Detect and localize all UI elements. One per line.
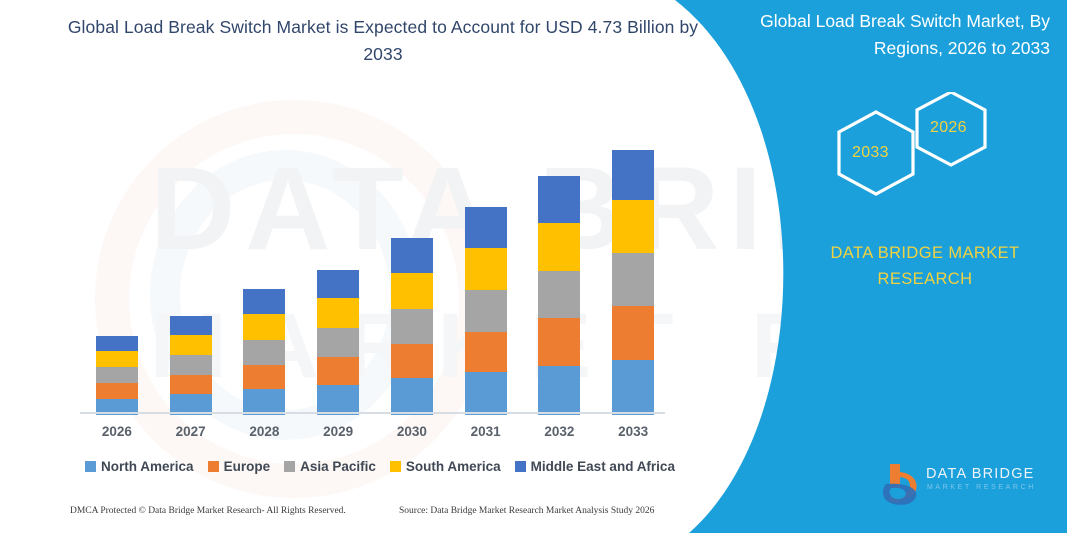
bar-segment [243, 365, 286, 389]
x-axis-label-2029: 2029 [323, 424, 354, 439]
legend-label: Middle East and Africa [530, 458, 675, 474]
bar-segment [95, 336, 138, 351]
legend-swatch-icon [207, 460, 219, 472]
legend-swatch-icon [514, 460, 526, 472]
x-axis-label-2033: 2033 [618, 424, 649, 439]
legend-item[interactable]: Middle East and Africa [514, 458, 675, 474]
bar-segment [317, 270, 360, 298]
bar-segment [317, 357, 360, 385]
legend-item[interactable]: Asia Pacific [284, 459, 376, 474]
bar-segment [243, 289, 286, 314]
bar-segment [95, 351, 138, 367]
bar-2027 [169, 316, 212, 415]
bar-2032 [538, 176, 581, 415]
x-axis-label-2028: 2028 [249, 424, 280, 439]
hexagon-label-2033: 2033 [852, 144, 889, 161]
x-axis-label-2026: 2026 [101, 424, 132, 439]
bar-segment [464, 332, 507, 372]
x-axis-label-2031: 2031 [470, 424, 501, 439]
hexagon-badges: 2033 2026 [820, 90, 1020, 212]
chart-plot-area [80, 100, 670, 415]
bar-2028 [243, 289, 286, 415]
footer-copyright: DMCA Protected © Data Bridge Market Rese… [70, 506, 346, 516]
x-axis-label-2032: 2032 [544, 424, 575, 439]
bar-segment [243, 340, 286, 365]
bar-segment [95, 367, 138, 383]
legend-label: North America [101, 458, 194, 474]
bar-segment [317, 385, 360, 415]
legend-item[interactable]: Europe [207, 458, 271, 474]
logo-text-secondary: MARKET RESEARCH [927, 484, 1036, 491]
chart-legend: North America Europe Asia Pacific South Ame… [80, 455, 680, 477]
hexagon-label-2026: 2026 [930, 119, 967, 136]
bar-segment [612, 360, 655, 415]
bar-2031 [464, 207, 507, 415]
legend-label: South America [405, 458, 501, 474]
legend-label: Asia Pacific [300, 458, 376, 474]
footer: DMCA Protected © Data Bridge Market Rese… [0, 506, 712, 528]
hexagon-shapes [837, 90, 987, 196]
bar-segment [538, 271, 581, 318]
bar-segment [169, 355, 212, 375]
legend-swatch-icon [284, 460, 296, 472]
x-axis-label-2030: 2030 [396, 424, 427, 439]
logo-text-primary: DATA BRIDGE [926, 466, 1035, 482]
bar-2029 [317, 270, 360, 415]
footer-source: Source: Data Bridge Market Research Mark… [399, 506, 655, 516]
bar-segment [612, 253, 655, 306]
bar-segment [317, 298, 360, 328]
bar-segment [95, 399, 138, 415]
bar-segment [390, 378, 433, 415]
bar-segment [243, 314, 286, 340]
right-panel-title: Global Load Break Switch Market, By Regi… [760, 11, 1050, 58]
bar-segment [538, 223, 581, 271]
x-axis-line [80, 412, 665, 414]
data-bridge-logo: DATA BRIDGE MARKET RESEARCH [880, 462, 1060, 510]
bar-segment [169, 335, 212, 355]
bar-segment [169, 316, 212, 335]
bar-segment [390, 238, 433, 273]
bar-segment [95, 383, 138, 399]
legend-item[interactable]: South America [389, 458, 501, 474]
bar-segment [464, 248, 507, 290]
bar-segment [390, 344, 433, 378]
bar-segment [538, 176, 581, 223]
right-blue-panel [667, 0, 1067, 533]
legend-swatch-icon [389, 460, 401, 472]
bar-segment [243, 389, 286, 415]
bar-2026 [95, 336, 138, 415]
bar-2030 [390, 238, 433, 415]
bar-segment [464, 207, 507, 248]
bar-segment [612, 306, 655, 360]
legend-swatch-icon [85, 460, 97, 472]
bar-segment [612, 150, 655, 200]
x-axis-labels: 2026 2027 2028 2029 2030 2031 2032 2033 [80, 420, 670, 446]
x-axis-label-2027: 2027 [175, 424, 206, 439]
bar-segment [169, 375, 212, 394]
brand-name: DATA BRIDGE MARKET RESEARCH [830, 244, 1020, 289]
bar-segment [317, 328, 360, 357]
bar-segment [169, 394, 212, 415]
bar-segment [390, 309, 433, 344]
logo-mark-icon [883, 464, 917, 505]
bar-segment [464, 372, 507, 415]
legend-item[interactable]: North America [85, 459, 194, 474]
bar-segment [538, 318, 581, 366]
legend-label: Europe [223, 458, 271, 474]
chart-title: Global Load Break Switch Market is Expec… [67, 17, 699, 65]
bar-2033 [612, 150, 655, 415]
bar-segment [612, 200, 655, 253]
blue-panel-shape [675, 0, 1067, 533]
bar-segment [538, 366, 581, 415]
bar-segment [390, 273, 433, 309]
bar-segment [464, 290, 507, 332]
